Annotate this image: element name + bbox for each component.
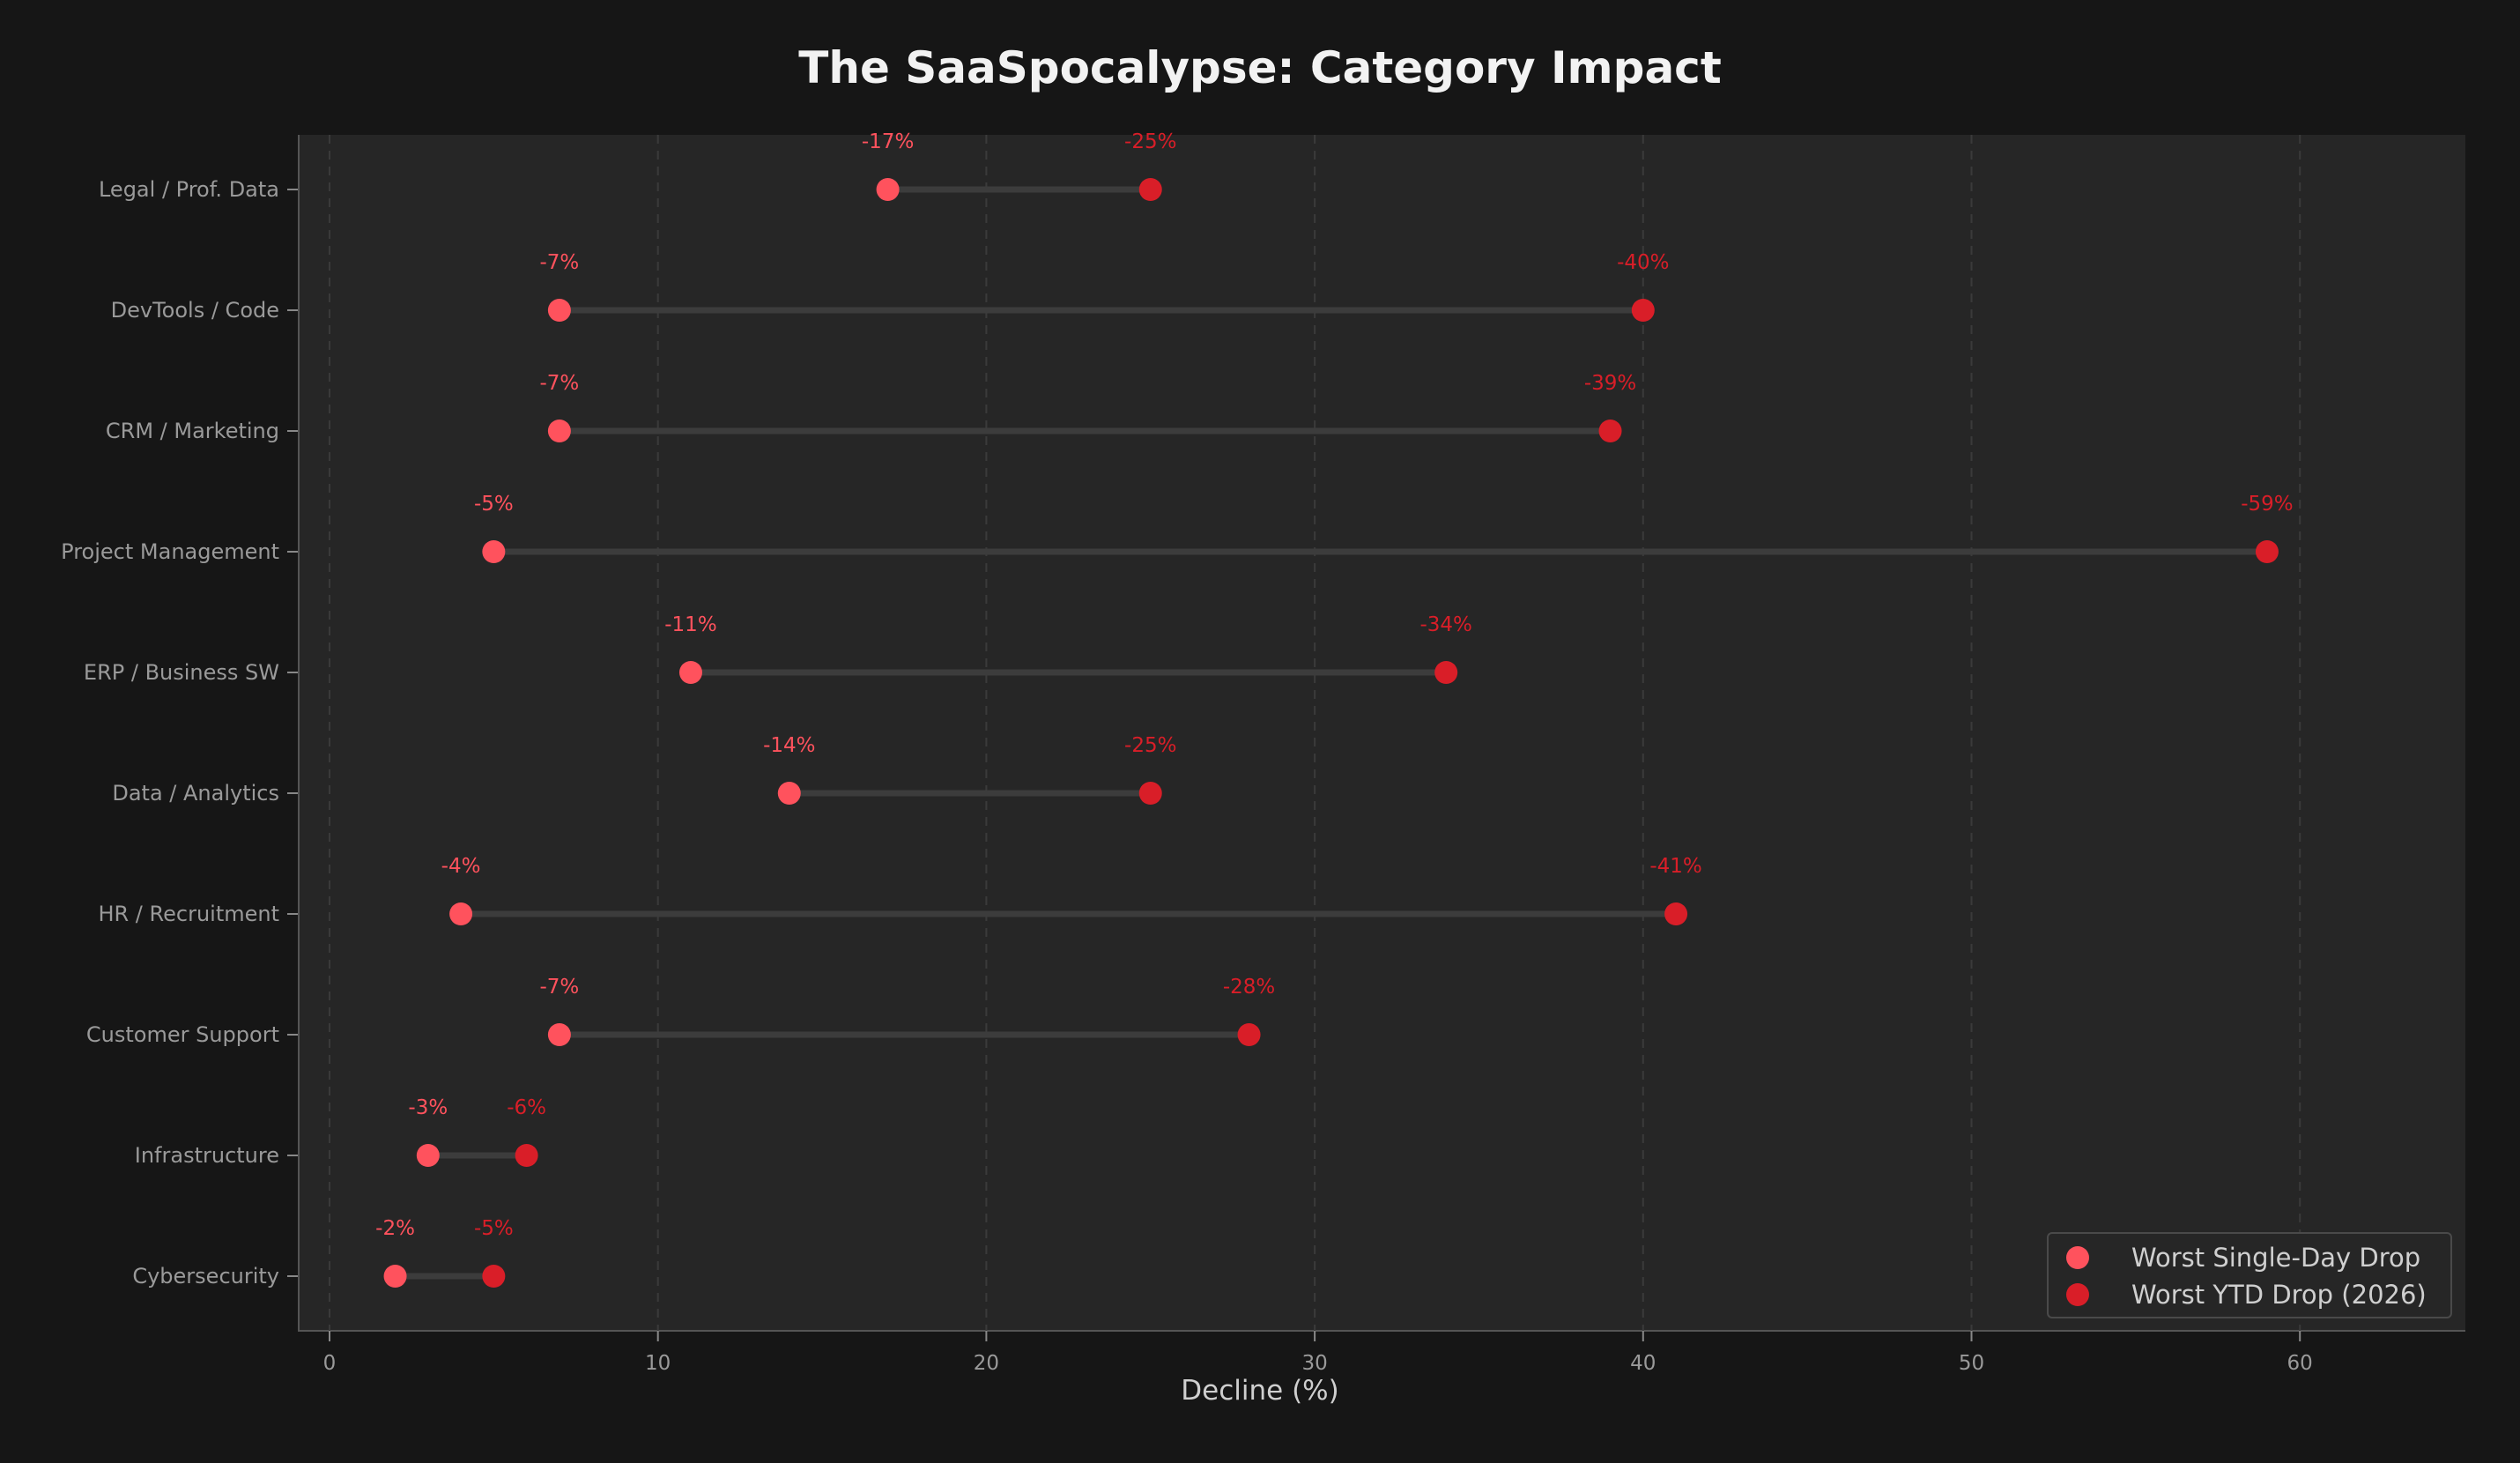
single-day-label: -14%	[763, 734, 815, 757]
single-day-label: -5%	[474, 493, 514, 516]
single-day-point	[547, 299, 571, 322]
x-tick-label: 10	[645, 1352, 671, 1375]
x-axis-label: Decline (%)	[1181, 1375, 1339, 1407]
single-day-point	[876, 178, 900, 201]
legend-marker-icon	[2066, 1246, 2089, 1269]
x-tick-label: 20	[974, 1352, 999, 1375]
y-tick-label: Project Management	[61, 539, 279, 564]
y-tick-label: DevTools / Code	[111, 298, 279, 323]
y-tick-label: HR / Recruitment	[98, 902, 279, 926]
x-tick-label: 60	[2287, 1352, 2313, 1375]
legend-marker-icon	[2066, 1283, 2089, 1306]
x-tick-label: 50	[1959, 1352, 1984, 1375]
ytd-label: -59%	[2241, 493, 2293, 516]
ytd-point	[1237, 1023, 1261, 1046]
single-day-label: -7%	[539, 372, 579, 395]
legend: Worst Single-Day Drop Worst YTD Drop (20…	[2047, 1232, 2452, 1318]
single-day-label: -11%	[664, 613, 716, 636]
ytd-point	[1664, 902, 1688, 925]
single-day-point	[777, 782, 801, 805]
x-tick-label: 0	[323, 1352, 337, 1375]
single-day-point	[547, 420, 571, 442]
single-day-point	[449, 902, 473, 925]
ytd-point	[2255, 540, 2279, 563]
ytd-label: -5%	[474, 1217, 514, 1240]
single-day-label: -4%	[441, 855, 481, 878]
ytd-point	[1138, 178, 1162, 201]
x-tick-label: 40	[1630, 1352, 1656, 1375]
chart-title: The SaaSpocalypse: Category Impact	[798, 42, 1722, 93]
single-day-label: -2%	[375, 1217, 415, 1240]
ytd-label: -34%	[1419, 613, 1471, 636]
legend-item-ytd: Worst YTD Drop (2026)	[2066, 1280, 2427, 1310]
ytd-point	[1631, 299, 1655, 322]
single-day-label: -7%	[539, 251, 579, 274]
x-tick-label: 30	[1301, 1352, 1327, 1375]
ytd-label: -6%	[507, 1096, 546, 1119]
single-day-point	[383, 1265, 407, 1288]
legend-item-single-day: Worst Single-Day Drop	[2066, 1243, 2420, 1273]
ytd-point	[1434, 661, 1458, 684]
y-tick-label: Customer Support	[86, 1022, 279, 1047]
y-tick-label: CRM / Marketing	[106, 419, 279, 443]
y-tick-label: Infrastructure	[135, 1143, 279, 1168]
y-tick-label: Legal / Prof. Data	[99, 177, 279, 202]
y-tick-label: Cybersecurity	[132, 1264, 279, 1288]
ytd-label: -39%	[1584, 372, 1636, 395]
ytd-point	[515, 1144, 538, 1167]
single-day-point	[482, 540, 506, 563]
ytd-point	[1138, 782, 1162, 805]
ytd-label: -41%	[1649, 855, 1701, 878]
legend-label: Worst Single-Day Drop	[2131, 1243, 2421, 1273]
ytd-label: -28%	[1223, 976, 1275, 999]
ytd-label: -40%	[1617, 251, 1669, 274]
ytd-label: -25%	[1124, 130, 1176, 153]
ytd-point	[482, 1265, 506, 1288]
y-tick-label: ERP / Business SW	[84, 660, 279, 685]
legend-label: Worst YTD Drop (2026)	[2131, 1280, 2427, 1310]
plot-area	[298, 135, 2465, 1332]
single-day-label: -7%	[539, 976, 579, 999]
single-day-label: -3%	[408, 1096, 448, 1119]
single-day-point	[678, 661, 702, 684]
single-day-label: -17%	[862, 130, 914, 153]
y-tick-label: Data / Analytics	[112, 781, 279, 806]
ytd-label: -25%	[1124, 734, 1176, 757]
ytd-point	[1598, 420, 1622, 442]
single-day-point	[547, 1023, 571, 1046]
single-day-point	[416, 1144, 440, 1167]
